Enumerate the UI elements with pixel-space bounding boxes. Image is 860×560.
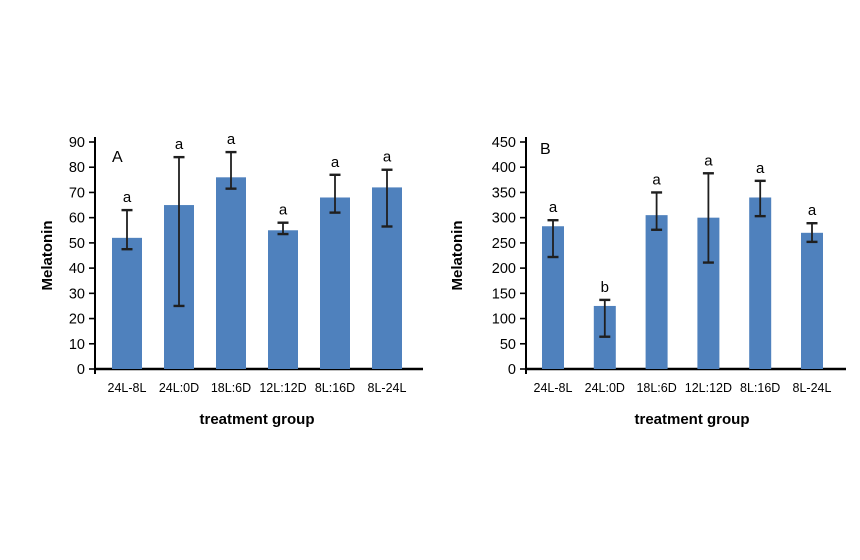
y-tick-label: 20 bbox=[69, 312, 85, 328]
x-category-label: 24L-8L bbox=[108, 381, 147, 395]
significance-letter: a bbox=[549, 199, 558, 216]
x-category-label: 24L:0D bbox=[585, 381, 625, 395]
significance-letter: a bbox=[331, 154, 340, 171]
y-tick-label: 250 bbox=[492, 236, 516, 252]
x-axis-title: treatment group bbox=[199, 411, 314, 428]
x-category-label: 24L:0D bbox=[159, 381, 199, 395]
bar bbox=[542, 226, 564, 369]
bar bbox=[645, 215, 668, 369]
y-tick-label: 300 bbox=[492, 211, 516, 227]
y-tick-label: 80 bbox=[69, 160, 85, 176]
x-category-label: 24L-8L bbox=[534, 381, 573, 395]
y-tick-label: 50 bbox=[69, 236, 85, 252]
significance-letter: a bbox=[383, 149, 392, 166]
y-tick-label: 350 bbox=[492, 185, 516, 201]
y-tick-label: 60 bbox=[69, 211, 85, 227]
y-tick-label: 40 bbox=[69, 261, 85, 277]
x-category-label: 18L:6D bbox=[636, 381, 676, 395]
bar bbox=[112, 237, 142, 369]
y-tick-label: 200 bbox=[492, 261, 516, 277]
chart-panel-b: 0 50 100 150 200 250 300 350 400 450 a 24L-8L b 24L:0… bbox=[449, 135, 846, 428]
x-category-label: 18L:6D bbox=[211, 381, 251, 395]
panel-letter: A bbox=[112, 149, 123, 166]
x-axis-title: treatment group bbox=[634, 411, 749, 428]
x-category-label: 12L:12D bbox=[685, 381, 732, 395]
y-axis-title: Melatonin bbox=[449, 221, 466, 291]
panel-letter: B bbox=[540, 141, 551, 158]
y-tick-label: 50 bbox=[500, 337, 516, 353]
x-category-label: 8L:16D bbox=[315, 381, 355, 395]
significance-letter: a bbox=[175, 136, 184, 153]
bar bbox=[268, 230, 298, 369]
y-tick-label: 0 bbox=[508, 362, 516, 378]
y-tick-label: 10 bbox=[69, 337, 85, 353]
x-category-label: 8L-24L bbox=[368, 381, 407, 395]
significance-letter: a bbox=[652, 171, 661, 188]
y-tick-label: 150 bbox=[492, 286, 516, 302]
y-tick-label: 0 bbox=[77, 362, 85, 378]
significance-letter: b bbox=[601, 279, 609, 296]
significance-letter: a bbox=[704, 152, 713, 169]
y-tick-label: 100 bbox=[492, 312, 516, 328]
y-tick-label: 400 bbox=[492, 160, 516, 176]
x-category-label: 8L:16D bbox=[740, 381, 780, 395]
bar bbox=[216, 177, 246, 369]
chart-panel-a: 0 10 20 30 40 50 60 70 80 90 a 24L-8L a 24L:0D a 18L:6D… bbox=[39, 131, 423, 428]
y-tick-label: 90 bbox=[69, 135, 85, 151]
significance-letter: a bbox=[279, 202, 288, 219]
y-tick-label: 450 bbox=[492, 135, 516, 151]
significance-letter: a bbox=[123, 189, 132, 206]
x-category-label: 8L-24L bbox=[793, 381, 832, 395]
y-tick-label: 70 bbox=[69, 185, 85, 201]
significance-letter: a bbox=[227, 131, 236, 148]
significance-letter: a bbox=[756, 160, 765, 177]
bar bbox=[697, 217, 720, 369]
x-category-label: 12L:12D bbox=[259, 381, 306, 395]
y-tick-label: 30 bbox=[69, 286, 85, 302]
bar bbox=[749, 197, 772, 369]
bar bbox=[801, 232, 823, 369]
significance-letter: a bbox=[808, 202, 817, 219]
bar bbox=[320, 197, 350, 369]
y-axis-title: Melatonin bbox=[39, 221, 56, 291]
